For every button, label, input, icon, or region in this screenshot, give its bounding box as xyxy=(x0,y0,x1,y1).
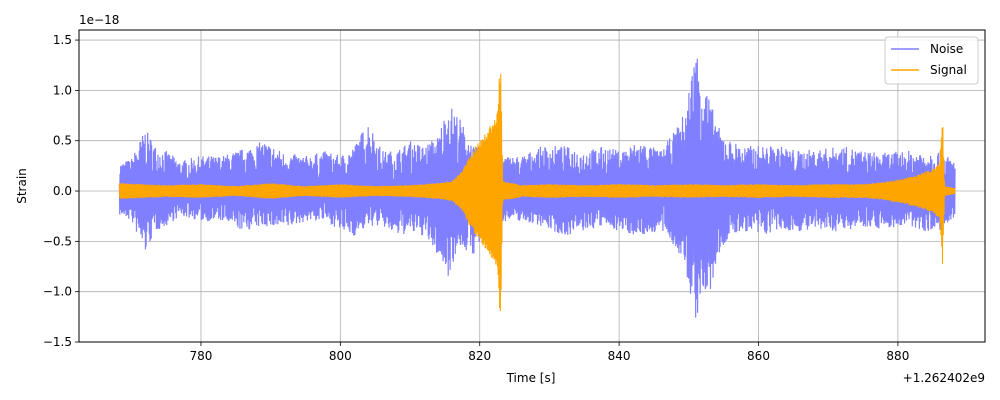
x-tick-label: 860 xyxy=(747,349,770,363)
y-tick-label: 0.5 xyxy=(53,134,72,148)
plot-frame xyxy=(78,29,986,343)
y-scale-label: 1e−18 xyxy=(79,13,119,27)
x-tick-label: 800 xyxy=(329,349,352,363)
series-line-signal xyxy=(118,74,956,311)
y-tick-label: 1.5 xyxy=(53,33,72,47)
y-tick-label: 1.0 xyxy=(53,83,72,97)
legend: Noise Signal xyxy=(884,36,979,85)
series-layer xyxy=(118,58,956,318)
y-tick-label: −1.5 xyxy=(43,335,72,349)
legend-label-signal: Signal xyxy=(930,63,967,77)
legend-label-noise: Noise xyxy=(930,42,963,56)
axis-ticks: 780 800 820 840 860 880 −1.5 −1.0 −0.5 0.0 0.5 1.0 1… xyxy=(43,33,909,363)
y-tick-label: 0.0 xyxy=(53,184,72,198)
x-tick-label: 880 xyxy=(886,349,909,363)
y-tick-label: −0.5 xyxy=(43,234,72,248)
y-axis-label: Strain xyxy=(15,168,29,204)
x-tick-label: 820 xyxy=(468,349,491,363)
x-offset-label: +1.262402e9 xyxy=(903,371,985,385)
x-axis-label: Time [s] xyxy=(506,371,556,385)
y-tick-label: −1.0 xyxy=(43,285,72,299)
x-tick-label: 780 xyxy=(190,349,213,363)
x-tick-label: 840 xyxy=(608,349,631,363)
